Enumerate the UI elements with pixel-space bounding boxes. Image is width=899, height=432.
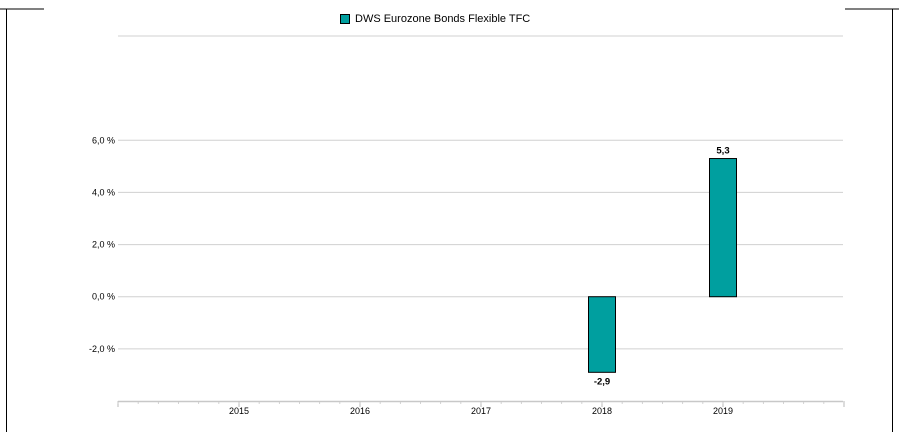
bar	[588, 296, 616, 373]
x-tick-label: 2018	[592, 406, 612, 416]
y-tick-label: 4,0 %	[92, 187, 115, 197]
y-tick-label: 2,0 %	[92, 240, 115, 250]
data-label: -2,9	[594, 376, 610, 387]
bar-chart: -2,0 % 0,0 % 2,0 % 4,0 % 6,0 % 2015 2016 2017 20…	[89, 35, 845, 416]
bar	[709, 158, 737, 298]
data-label: 5,3	[716, 146, 729, 157]
legend-label: DWS Eurozone Bonds Flexible TFC	[355, 13, 531, 25]
y-tick-label: 6,0 %	[92, 135, 115, 145]
x-tick-label: 2015	[229, 406, 249, 416]
x-tick-label: 2017	[471, 406, 491, 416]
legend-swatch	[340, 14, 350, 24]
y-tick-label: 0,0 %	[92, 292, 115, 302]
legend: DWS Eurozone Bonds Flexible TFC	[340, 13, 530, 25]
x-tick-label: 2016	[350, 406, 370, 416]
y-tick-label: -2,0 %	[89, 344, 115, 354]
x-tick-label: 2019	[713, 406, 733, 416]
